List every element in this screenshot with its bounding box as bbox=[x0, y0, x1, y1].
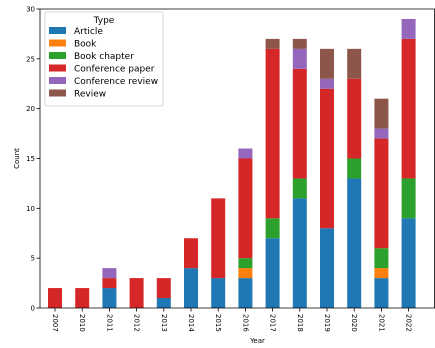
x-tick-label: 2019 bbox=[323, 314, 331, 332]
bar-2013-article bbox=[156, 298, 171, 308]
legend-items: Article Book Book chapter Conference paper C… bbox=[49, 27, 158, 100]
legend-box bbox=[44, 11, 164, 107]
bar-2019-conference-paper bbox=[320, 88, 334, 229]
bar-2018-conference-paper bbox=[292, 68, 307, 179]
bar-2010-conference-paper bbox=[75, 288, 90, 308]
bar-2020-conference-paper bbox=[347, 78, 362, 159]
x-tick-label: 2013 bbox=[160, 314, 168, 332]
bar-2019-article bbox=[320, 228, 334, 308]
bar-2011-article bbox=[102, 288, 117, 308]
bar-2007-conference-paper bbox=[48, 288, 62, 308]
legend-label: Book bbox=[74, 40, 97, 50]
y-tick-label: 25 bbox=[26, 55, 35, 63]
x-tick-label: 2022 bbox=[405, 314, 413, 332]
x-tick-label: 2021 bbox=[377, 314, 385, 332]
x-tick-label: 2017 bbox=[269, 314, 277, 332]
bar-2021-book-chapter bbox=[374, 248, 389, 269]
bar-2017-book-chapter bbox=[265, 218, 280, 239]
bar-2018-book-chapter bbox=[292, 178, 307, 199]
legend-label: Review bbox=[74, 90, 106, 100]
y-axis-title: Count bbox=[13, 148, 21, 169]
y-tick-label: 20 bbox=[26, 105, 35, 113]
legend-swatch bbox=[49, 64, 66, 72]
y-ticks: 0 5 10 15 20 25 30 bbox=[26, 6, 40, 313]
bar-2017-review bbox=[265, 38, 280, 49]
bar-2016-conference-paper bbox=[238, 158, 253, 259]
bar-2021-review bbox=[374, 98, 389, 129]
y-tick-label: 30 bbox=[26, 6, 35, 14]
x-tick-label: 2016 bbox=[241, 314, 249, 332]
bar-2019-review bbox=[320, 48, 334, 79]
bar-2020-review bbox=[347, 48, 362, 79]
bar-2021-book bbox=[374, 268, 389, 279]
y-tick-label: 5 bbox=[31, 255, 35, 263]
bar-2018-article bbox=[292, 198, 307, 308]
x-tick-label: 2007 bbox=[51, 314, 59, 332]
bar-2020-book-chapter bbox=[347, 158, 362, 179]
bar-2011-conference-paper bbox=[102, 278, 117, 289]
x-tick-label: 2012 bbox=[133, 314, 141, 332]
bar-2014-article bbox=[184, 268, 198, 308]
x-tick-label: 2018 bbox=[296, 314, 304, 332]
bar-2022-conference-review bbox=[401, 18, 416, 39]
bar-2018-review bbox=[292, 38, 307, 49]
bar-2016-conference-review bbox=[238, 148, 253, 159]
legend-swatch bbox=[49, 39, 66, 47]
x-tick-label: 2014 bbox=[187, 314, 195, 332]
bar-2016-book-chapter bbox=[238, 258, 253, 269]
bar-2021-conference-review bbox=[374, 128, 389, 139]
bar-2014-conference-paper bbox=[184, 238, 198, 269]
bar-2016-article bbox=[238, 278, 253, 308]
legend-swatch bbox=[49, 89, 66, 97]
legend-swatch bbox=[49, 27, 66, 34]
bar-2022-book-chapter bbox=[401, 178, 416, 219]
x-axis-title: Year bbox=[249, 337, 265, 345]
bar-2021-conference-paper bbox=[374, 138, 389, 249]
legend-label: Article bbox=[74, 27, 103, 37]
x-tick-label: 2015 bbox=[214, 314, 222, 332]
bar-2018-conference-review bbox=[292, 48, 307, 69]
bar-2022-article bbox=[401, 218, 416, 308]
bar-2020-article bbox=[347, 178, 362, 308]
bar-2011-conference-review bbox=[102, 268, 117, 279]
legend: Type Article Book Book chapter Conference p… bbox=[44, 11, 164, 107]
bar-2021-article bbox=[374, 278, 389, 308]
legend-swatch bbox=[49, 52, 66, 59]
bar-2015-conference-paper bbox=[211, 198, 226, 279]
x-ticks: 2007 2010 2011 2012 2013 2014 2015 2016 2017 2018… bbox=[51, 308, 413, 332]
bar-2013-conference-paper bbox=[156, 278, 171, 299]
legend-title: Type bbox=[93, 16, 115, 26]
x-tick-label: 2020 bbox=[350, 314, 358, 332]
bar-2012-conference-paper bbox=[129, 278, 144, 308]
legend-label: Conference paper bbox=[74, 65, 155, 75]
x-tick-label: 2010 bbox=[78, 314, 86, 332]
legend-label: Conference review bbox=[74, 77, 158, 87]
bar-2022-conference-paper bbox=[401, 38, 416, 179]
bars-layer bbox=[48, 18, 416, 308]
y-tick-label: 10 bbox=[26, 205, 35, 213]
bar-2015-article bbox=[211, 278, 226, 308]
bar-2019-conference-review bbox=[320, 78, 334, 89]
legend-swatch bbox=[49, 77, 66, 84]
legend-label: Book chapter bbox=[74, 52, 134, 62]
y-tick-label: 15 bbox=[26, 155, 35, 163]
x-tick-label: 2011 bbox=[105, 314, 113, 332]
bar-2017-article bbox=[265, 238, 280, 308]
y-tick-label: 0 bbox=[31, 305, 35, 313]
bar-2016-book bbox=[238, 268, 253, 279]
bar-2017-conference-paper bbox=[265, 48, 280, 219]
